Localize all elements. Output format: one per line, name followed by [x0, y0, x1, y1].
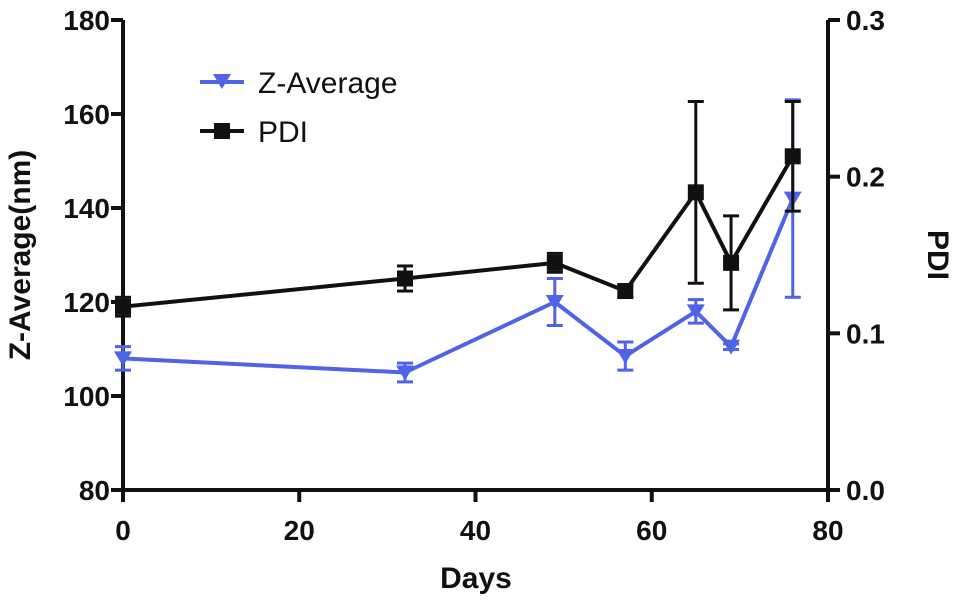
data-point-square [397, 270, 413, 287]
data-point-triangle [114, 351, 132, 367]
series-pdi [115, 99, 801, 318]
legend-label-z-average: Z-Average [258, 67, 398, 100]
right-y-axis-label: PDI [921, 230, 954, 280]
series-line [122, 197, 795, 375]
y-right-ticks: 0.0 0.1 0.2 0.3 [828, 5, 885, 506]
legend-item-z-average: Z-Average [200, 67, 398, 100]
legend-item-pdi: PDI [200, 116, 308, 149]
series-z-average [114, 98, 802, 384]
right-y-tick-label: 0.0 [846, 475, 885, 506]
left-y-tick-label: 160 [63, 99, 110, 130]
data-point-triangle [686, 304, 705, 320]
right-y-tick-label: 0.1 [846, 318, 885, 349]
axes-layer [121, 20, 830, 492]
left-y-tick-label: 120 [63, 287, 110, 318]
data-point-triangle [616, 349, 635, 365]
left-y-tick-label: 180 [63, 5, 110, 36]
y-left-ticks: 80 100 120 140 160 180 [63, 5, 123, 506]
x-axis-label: Days [440, 562, 512, 595]
data-point-triangle [545, 295, 564, 310]
data-point-square [546, 254, 563, 271]
data-point-square [723, 254, 740, 271]
x-tick-label: 40 [460, 515, 491, 546]
left-y-tick-label: 80 [79, 475, 110, 506]
x-tick-label: 0 [115, 515, 131, 546]
left-y-tick-label: 140 [63, 193, 110, 224]
left-y-axis-label: Z-Average(nm) [4, 150, 37, 361]
legend-marker-z-average [213, 74, 231, 89]
x-tick-label: 60 [636, 515, 667, 546]
data-point-triangle [722, 339, 741, 355]
series-layer [114, 98, 802, 384]
x-tick-label: 20 [284, 515, 315, 546]
data-point-square [784, 148, 801, 165]
right-y-tick-label: 0.3 [846, 5, 885, 36]
x-tick-label: 80 [812, 515, 843, 546]
data-point-triangle [396, 365, 414, 381]
legend-marker-pdi [214, 123, 230, 139]
legend: Z-Average PDI [200, 67, 398, 149]
right-y-tick-label: 0.2 [846, 162, 885, 193]
left-y-tick-label: 100 [63, 381, 110, 412]
data-point-square [687, 184, 704, 201]
legend-label-pdi: PDI [258, 116, 308, 149]
x-ticks: 0 20 40 60 80 [115, 490, 844, 546]
data-point-square [617, 283, 634, 300]
data-point-square [115, 298, 131, 315]
